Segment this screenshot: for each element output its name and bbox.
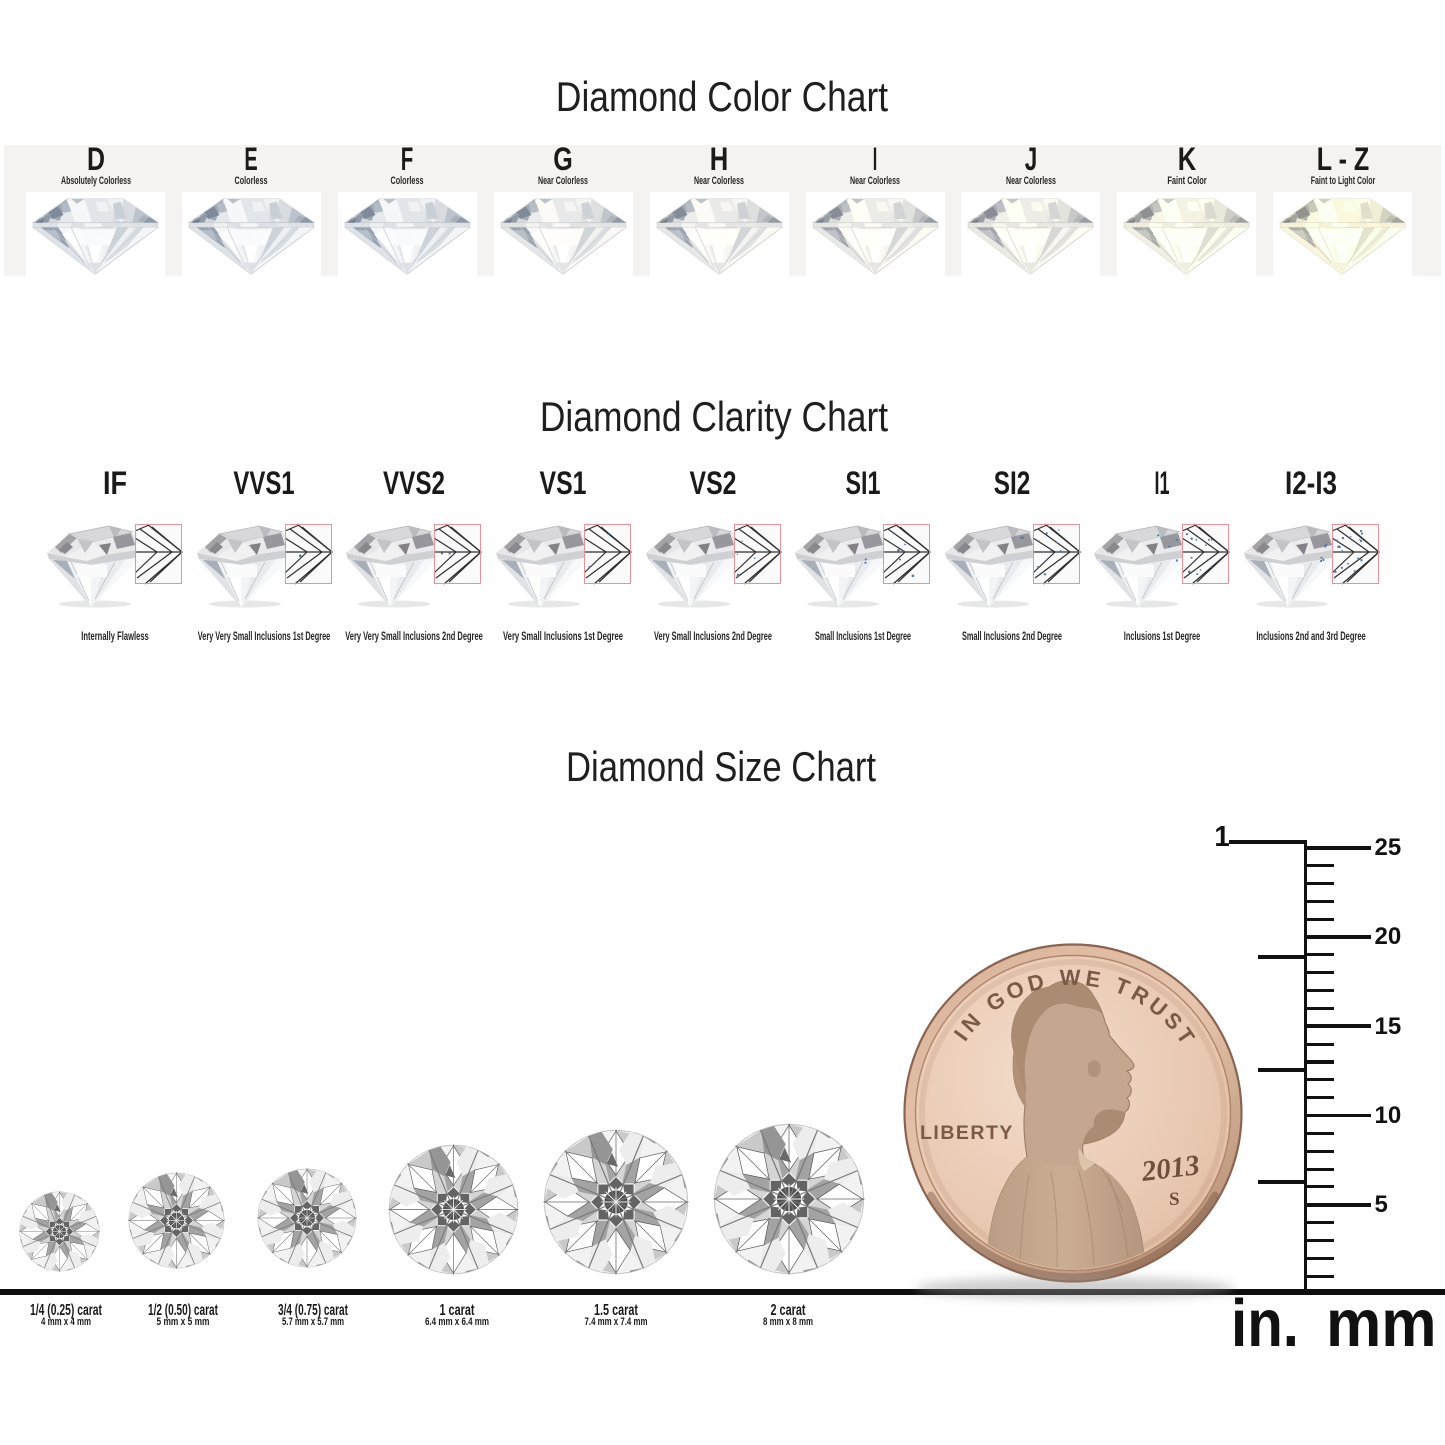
svg-text:2013: 2013 xyxy=(1139,1149,1201,1188)
svg-text:S: S xyxy=(1169,1189,1180,1210)
svg-text:LIBERTY: LIBERTY xyxy=(920,1122,1014,1144)
